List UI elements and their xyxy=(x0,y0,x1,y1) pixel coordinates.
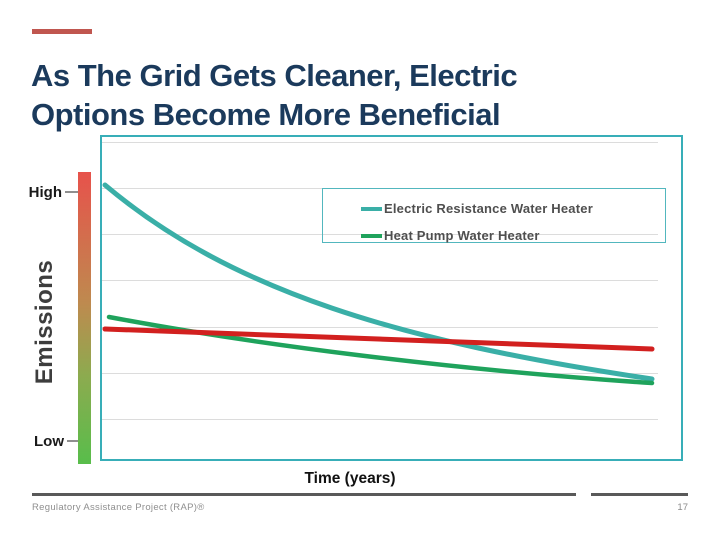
slide-title-line1: As The Grid Gets Cleaner, Electric xyxy=(31,58,518,93)
y-axis-title: Emissions xyxy=(31,259,58,385)
x-axis-title: Time (years) xyxy=(304,470,396,487)
legend-item-heat-pump: Heat Pump Water Heater xyxy=(361,222,665,249)
chart-area xyxy=(100,135,683,461)
chart-legend: Electric Resistance Water Heater Heat Pu… xyxy=(322,188,666,243)
slide-title-line2: Options Become More Beneficial xyxy=(31,97,501,132)
gridline xyxy=(102,142,658,143)
legend-label: Heat Pump Water Heater xyxy=(384,228,540,243)
y-axis-low-tick xyxy=(67,440,80,442)
chart-lines xyxy=(102,182,655,386)
footer-divider-left xyxy=(32,493,576,496)
legend-swatch-teal xyxy=(361,206,382,211)
slide-title: As The Grid Gets Cleaner, Electric Optio… xyxy=(31,56,691,134)
legend-item-electric-resistance: Electric Resistance Water Heater xyxy=(361,195,665,222)
emissions-gradient-bar xyxy=(78,172,91,464)
footer-organization: Regulatory Assistance Project (RAP)® xyxy=(32,502,205,513)
gridline xyxy=(102,373,658,374)
line-red-baseline xyxy=(102,326,655,352)
y-axis-high-label: High xyxy=(28,184,62,201)
legend-swatch-green xyxy=(361,233,382,238)
gridline xyxy=(102,327,658,328)
page-number: 17 xyxy=(677,502,688,513)
y-axis-high-tick xyxy=(65,191,78,193)
footer-divider-right xyxy=(591,493,688,496)
legend-label: Electric Resistance Water Heater xyxy=(384,201,593,216)
accent-dash xyxy=(32,29,92,34)
gridline xyxy=(102,419,658,420)
line-heat-pump xyxy=(106,314,655,386)
line-electric-resistance xyxy=(102,182,655,382)
y-axis-low-label: Low xyxy=(34,433,64,450)
gridline xyxy=(102,280,658,281)
